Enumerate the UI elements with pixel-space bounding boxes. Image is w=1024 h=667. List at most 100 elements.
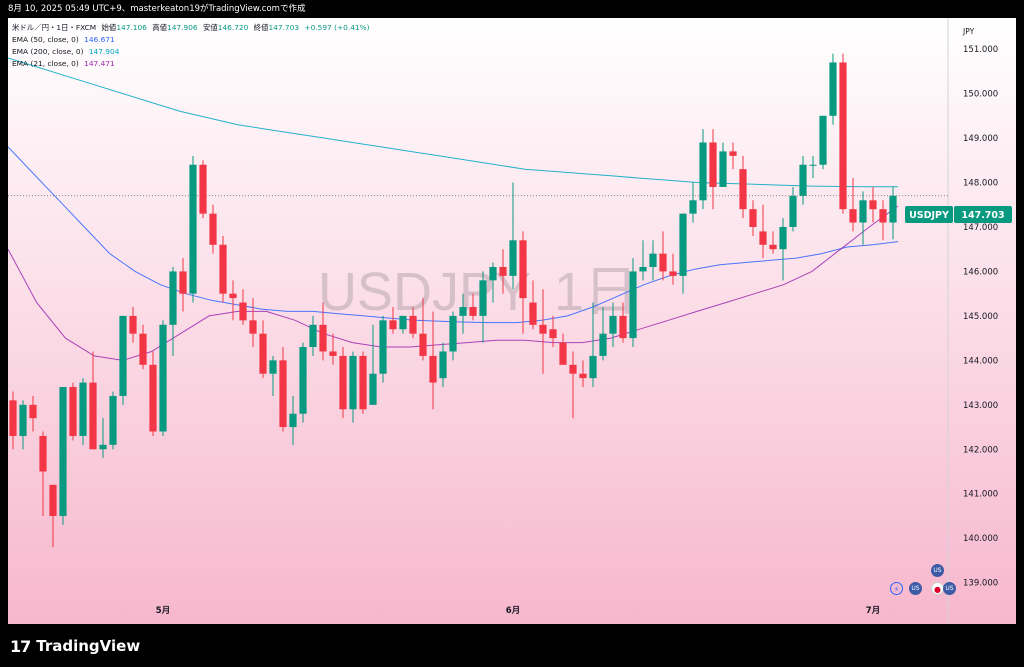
legend-close-value: 147.703 <box>268 23 300 32</box>
candle-body <box>769 244 777 250</box>
candle-body <box>219 244 227 294</box>
candle-body <box>679 213 687 276</box>
candle-body <box>239 302 247 321</box>
candle-body <box>829 62 837 116</box>
legend-change: +0.597 (+0.41%) <box>304 23 370 32</box>
legend-open-value: 147.106 <box>116 23 147 32</box>
candle-body <box>689 200 697 214</box>
lightning-icon[interactable]: ⚡ <box>890 582 903 595</box>
candle-body <box>779 226 787 250</box>
candle-body <box>199 164 207 214</box>
candle-body <box>359 355 367 410</box>
candle-body <box>109 395 117 445</box>
candle-body <box>709 142 717 187</box>
candle-body <box>379 320 387 374</box>
candle-body <box>19 404 27 436</box>
candle-body <box>79 382 87 436</box>
candle-body <box>89 382 97 450</box>
price-tick-label: 151.000 <box>963 45 998 55</box>
candle-body <box>739 169 747 210</box>
candle-body <box>869 200 877 210</box>
candle-body <box>519 240 527 299</box>
tradingview-logo-icon: 17 <box>10 636 31 656</box>
candle-body <box>369 373 377 405</box>
candle-body <box>469 307 477 316</box>
legend-ohlc-row: 米ドル／円・1日・FXCM 始値147.106 高値147.906 安値146.… <box>12 22 373 34</box>
candle-body <box>659 253 667 272</box>
candle-body <box>579 373 587 379</box>
price-tick-label: 144.000 <box>963 356 998 366</box>
price-tick-label: 141.000 <box>963 490 998 500</box>
ema21-label: EMA (21, close, 0) <box>12 59 79 68</box>
candle-body <box>849 209 857 223</box>
symbol-tag: USDJPY <box>909 210 949 221</box>
candle-body <box>749 209 757 227</box>
candle-body <box>629 271 637 339</box>
us-flag-icon[interactable]: US <box>943 582 956 595</box>
price-tick-label: 140.000 <box>963 534 998 544</box>
candle-body <box>269 360 277 374</box>
legend-ema200-row: EMA (200, close, 0) 147.904 <box>12 46 373 58</box>
tradingview-logo[interactable]: 17 TradingView <box>10 636 140 656</box>
candle-body <box>639 266 647 272</box>
candle-body <box>719 151 727 187</box>
price-tick-label: 147.000 <box>963 223 998 233</box>
candle-body <box>9 400 17 436</box>
candle-body <box>309 324 317 348</box>
candle-body <box>459 307 467 316</box>
candle-body <box>539 324 547 334</box>
candle-body <box>349 355 357 410</box>
price-tick-label: 150.000 <box>963 90 998 100</box>
candle-body <box>419 333 427 356</box>
candle-body <box>99 444 107 450</box>
price-tick-label: 143.000 <box>963 401 998 411</box>
time-axis: 5月6月7月8月 <box>156 606 880 616</box>
legend-low-label: 安値 <box>202 23 218 32</box>
candle-body <box>809 164 817 166</box>
ema50-value: 146.671 <box>84 35 115 44</box>
candle-body <box>389 320 397 330</box>
price-tick-label: 139.000 <box>963 579 998 589</box>
candle-body <box>489 266 497 281</box>
candle-body <box>619 315 627 339</box>
price-tick-label: 148.000 <box>963 179 998 189</box>
legend-high-label: 高値 <box>152 23 168 32</box>
price-tag-box <box>954 206 1012 223</box>
chart-caption: 8月 10, 2025 05:49 UTC+9、masterkeaton19がT… <box>8 4 306 14</box>
candle-body <box>159 324 167 432</box>
candle-body <box>329 351 337 356</box>
candle-body <box>29 404 37 419</box>
candle-body <box>839 62 847 210</box>
currency-label: JPY <box>962 27 975 36</box>
candle-body <box>429 355 437 383</box>
candle-body <box>179 271 187 294</box>
ema200-value: 147.904 <box>88 47 120 56</box>
candle-body <box>339 355 347 410</box>
candle-body <box>609 315 617 334</box>
candle-body <box>789 195 797 227</box>
candle-body <box>279 360 287 428</box>
candle-body <box>859 200 867 223</box>
candle-body <box>129 315 137 334</box>
us-flag-icon[interactable]: US <box>909 582 922 595</box>
price-axis: 139.000 140.000 141.000 142.000 143.000 144.0… <box>963 45 998 589</box>
us-flag-icon[interactable]: US <box>931 564 944 577</box>
candle-body <box>589 355 597 379</box>
price-tick-label: 149.000 <box>963 134 998 144</box>
last-price-tag: USDJPY 147.703 <box>905 206 1012 223</box>
candle-body <box>799 164 807 196</box>
ema200-label: EMA (200, close, 0) <box>12 47 84 56</box>
legend-ema21-row: EMA (21, close, 0) 147.471 <box>12 58 373 70</box>
legend-ema50-row: EMA (50, close, 0) 146.671 <box>12 34 373 46</box>
candle-body <box>409 315 417 334</box>
candle-body <box>669 271 677 276</box>
candle-body <box>759 231 767 245</box>
legend-high-value: 147.906 <box>167 23 198 32</box>
candlestick-chart[interactable]: USDJPY, 1日 JPY 139.000 140.000 141.000 142.… <box>8 18 1016 624</box>
chart-frame[interactable]: USDJPY, 1日 JPY 139.000 140.000 141.000 142.… <box>8 18 1016 624</box>
watermark: USDJPY, 1日 <box>318 262 638 322</box>
footer-bar: 17 TradingView <box>0 624 1024 667</box>
price-tick-label: 142.000 <box>963 445 998 455</box>
price-tick-label: 145.000 <box>963 312 998 322</box>
candle-body <box>49 484 57 516</box>
